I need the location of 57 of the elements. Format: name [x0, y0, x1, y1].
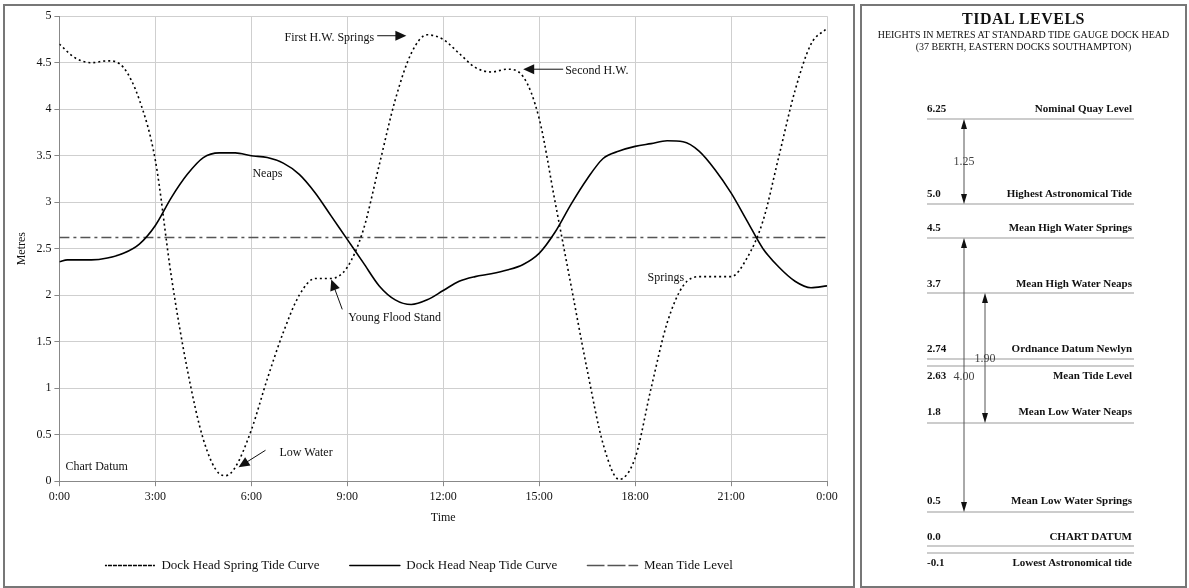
annotation: First H.W. Springs	[284, 29, 375, 44]
y-tick-label: 0.5	[36, 426, 52, 441]
legend-label: Dock Head Spring Tide Curve	[161, 556, 320, 572]
annotation: Second H.W.	[565, 63, 629, 78]
text: 6.25	[927, 102, 947, 114]
x-tick-label: 12:00	[429, 488, 457, 503]
text: Mean Low Water Springs	[1011, 494, 1132, 506]
text: 2.63	[927, 369, 947, 381]
x-axis-title: Time	[430, 509, 456, 524]
y-tick-label: 2.5	[36, 240, 52, 255]
text: TIDAL LEVELS	[961, 10, 1086, 28]
text: 1.90	[973, 351, 997, 366]
text: 0.0	[927, 530, 941, 542]
legend-label: Mean Tide Level	[643, 556, 734, 572]
y-tick-label: 2	[45, 287, 52, 302]
text: CHART DATUM	[1049, 530, 1132, 542]
text: Ordnance Datum Newlyn	[1011, 342, 1132, 354]
y-tick-label: 1.5	[36, 333, 52, 348]
text: 2.74	[927, 342, 947, 354]
legend-label: Dock Head Neap Tide Curve	[406, 556, 558, 572]
text: Highest Astronomical Tide	[1006, 187, 1132, 199]
text: 4.5	[927, 221, 941, 233]
y-tick-label: 4	[45, 101, 52, 116]
x-tick-label: 9:00	[336, 488, 358, 503]
text: -0.1	[927, 556, 945, 568]
x-tick-label: 18:00	[621, 488, 649, 503]
text: 0.5	[927, 494, 941, 506]
x-tick-label: 3:00	[144, 488, 167, 503]
y-tick-label: 3.5	[36, 147, 52, 162]
x-tick-label: 6:00	[240, 488, 262, 503]
annotation: Young Flood Stand	[348, 309, 442, 324]
y-tick-label: 5	[45, 8, 52, 23]
text: Mean High Water Springs	[1008, 221, 1132, 233]
x-tick-label: 21:00	[717, 488, 745, 503]
text: 3.7	[927, 277, 941, 289]
y-tick-label: 3	[45, 194, 52, 209]
x-tick-label: 15:00	[525, 488, 553, 503]
text: 4.00	[953, 369, 975, 383]
text: Nominal Quay Level	[1034, 102, 1132, 114]
y-tick-label: 4.5	[36, 54, 52, 69]
annotation: Neaps	[252, 166, 283, 181]
annotation: Chart Datum	[65, 459, 129, 474]
text: Mean High Water Neaps	[1015, 277, 1132, 289]
annotation: Springs	[647, 270, 685, 285]
x-tick-label: 0:00	[48, 488, 71, 503]
text: Lowest Astronomical tide	[1012, 556, 1132, 568]
text: 5.0	[927, 187, 941, 199]
text: HEIGHTS IN METRES AT STANDARD TIDE GAUGE DOCK HEAD (37 BERTH, EASTERN DOCKS SOUTHAMPTON)	[876, 29, 1171, 53]
y-tick-label: 1	[45, 380, 52, 395]
text: Mean Low Water Neaps	[1018, 405, 1132, 417]
y-tick-label: 0	[45, 473, 52, 488]
text: 1.8	[927, 405, 941, 417]
text: Mean Tide Level	[1052, 369, 1132, 381]
y-axis-title: Metres	[14, 231, 29, 266]
text: 1.25	[952, 154, 976, 169]
x-tick-label: 0:00	[816, 488, 838, 503]
annotation: Low Water	[279, 445, 333, 460]
